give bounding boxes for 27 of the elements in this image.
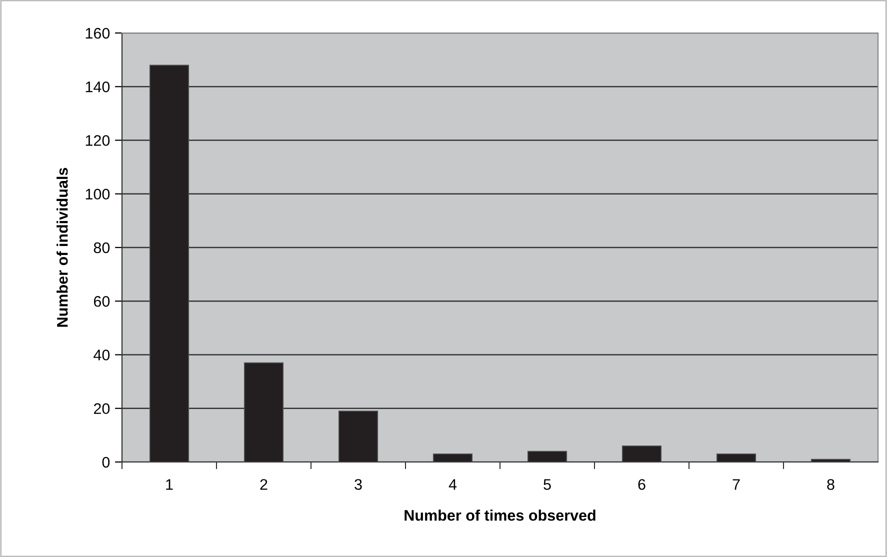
bar: [432, 454, 473, 462]
y-axis-title: Number of individuals: [56, 168, 68, 327]
y-tick-label: 100: [86, 188, 110, 200]
y-tick-label: 120: [86, 135, 110, 146]
y-tick-label: 80: [94, 242, 110, 254]
x-tick-label: 2: [260, 479, 268, 490]
x-tick-label: 8: [827, 479, 834, 490]
bar: [622, 445, 662, 462]
y-tick-label: 20: [94, 403, 110, 414]
y-tick-label: 0: [102, 456, 110, 468]
bar: [149, 64, 190, 462]
x-tick-label: 6: [638, 479, 646, 490]
x-tick-label: 1: [166, 479, 173, 490]
bar: [244, 362, 284, 462]
bar: [810, 458, 851, 462]
x-tick-label: 3: [354, 479, 362, 490]
bar: [716, 454, 756, 462]
y-tick-label: 140: [86, 81, 110, 92]
bar: [338, 410, 378, 462]
y-tick-label: 40: [94, 350, 110, 360]
x-axis-title: Number of times observed: [404, 510, 596, 521]
y-tick-label: 160: [86, 28, 110, 39]
bar: [527, 450, 568, 462]
x-tick-label: 4: [448, 479, 457, 490]
x-tick-label: 5: [544, 479, 551, 490]
x-tick-label: 7: [732, 479, 740, 490]
y-tick-label: 60: [94, 296, 110, 307]
